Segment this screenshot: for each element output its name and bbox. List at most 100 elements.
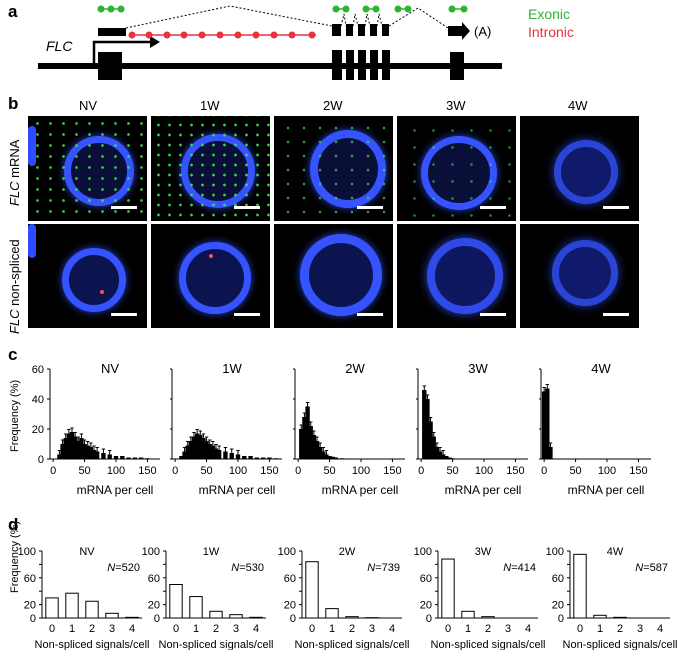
bar (189, 596, 203, 619)
bar (305, 561, 319, 619)
histogram-bar (254, 457, 260, 459)
micrograph-nonspliced-2w (274, 224, 393, 328)
sample-size-label: N=414 (503, 562, 536, 574)
histogram-bar (302, 417, 307, 459)
intron-splice-3 (352, 13, 359, 27)
x-tick-label: 3 (505, 623, 511, 635)
bar-chart-title: 2W (339, 546, 356, 558)
y-tick-label: 20 (148, 600, 160, 612)
condition-4w: 4W (568, 98, 588, 113)
sample-size-label: N=739 (367, 562, 400, 574)
gene-exon-4 (358, 50, 366, 80)
histogram-bar (422, 390, 427, 459)
bar-chart-xlabel: Non-spliced signals/cell (563, 639, 678, 650)
histogram-title: 2W (345, 361, 365, 376)
histogram-title: 1W (222, 361, 242, 376)
histogram-bar (273, 458, 278, 459)
x-tick-label: 4 (657, 623, 663, 635)
x-tick-label: 100 (352, 465, 370, 477)
bar-chart-xlabel: Non-spliced signals/cell (35, 639, 150, 650)
intronic-signal-dot (100, 290, 104, 294)
bar-chart-title: 1W (203, 546, 220, 558)
micrograph-nonspliced-4w (520, 224, 639, 328)
row-label-mrna: FLC mRNA (7, 139, 22, 206)
scale-bar (480, 206, 506, 209)
panel-c-label: c (8, 345, 18, 364)
x-tick-label: 100 (229, 465, 247, 477)
bar (209, 610, 223, 619)
bar (325, 608, 339, 619)
histogram-bar (198, 435, 203, 459)
scale-bar (357, 206, 383, 209)
y-tick-label: 60 (148, 573, 160, 585)
histogram-panel-c: 0 20 40 60 0 50 100 150 NV mRNA per cell 0 50 100 150… (32, 361, 651, 497)
histogram-bar (57, 454, 62, 459)
x-tick-label: 150 (506, 465, 524, 477)
histogram-bar (235, 454, 241, 459)
x-tick-label: 3 (233, 623, 239, 635)
histogram-bar (434, 447, 440, 459)
histogram-bar (88, 447, 94, 459)
histogram-bar (138, 457, 144, 459)
y-tick-label: 20 (284, 600, 296, 612)
y-tick-label: 60 (284, 573, 296, 585)
x-tick-label: 0 (577, 623, 583, 635)
row-label-non-spliced: FLC non-spliced (7, 239, 22, 334)
exonic-signal-dots (28, 116, 147, 221)
intron-splice-2 (340, 13, 347, 27)
histogram-bar (188, 441, 194, 459)
histogram-bar (132, 457, 138, 459)
bar (573, 553, 587, 619)
scale-bar (603, 313, 629, 316)
histogram-bar (437, 451, 443, 459)
x-tick-label: 1 (329, 623, 335, 635)
x-tick-label: 4 (525, 623, 531, 635)
histogram-xlabel: mRNA per cell (199, 483, 276, 497)
histogram-bar (63, 438, 68, 459)
scale-bar (357, 313, 383, 316)
intronic-probes (128, 31, 316, 39)
x-tick-label: 2 (89, 623, 95, 635)
y-tick-label: 60 (32, 364, 44, 376)
transcript-exon-4 (358, 24, 365, 36)
bar (441, 558, 455, 619)
sample-size-label: N=587 (635, 562, 668, 574)
x-tick-label: 0 (49, 623, 55, 635)
x-tick-label: 150 (138, 465, 156, 477)
x-tick-label: 50 (446, 465, 458, 477)
histogram-bar (327, 456, 332, 459)
micrograph-mrna-nv (28, 116, 147, 221)
gene-exon-6 (382, 50, 390, 80)
sample-size-label: N=520 (107, 562, 140, 574)
y-tick-label: 100 (414, 546, 432, 558)
x-tick-label: 50 (78, 465, 90, 477)
x-tick-label: 0 (541, 465, 547, 477)
histogram-bar (194, 433, 200, 459)
histogram-bar (72, 436, 78, 459)
condition-nv: NV (79, 98, 98, 113)
legend-exonic: Exonic (528, 6, 571, 22)
histogram-bar (179, 456, 184, 459)
gene-exon-1 (98, 52, 122, 80)
x-tick-label: 2 (485, 623, 491, 635)
histogram-bar (94, 451, 100, 459)
x-tick-label: 4 (253, 623, 259, 635)
bar-chart-xlabel: Non-spliced signals/cell (159, 639, 274, 650)
bar (345, 616, 359, 619)
x-tick-label: 1 (597, 623, 603, 635)
histogram-bar (82, 444, 87, 459)
histogram-bar (60, 444, 65, 459)
panel-a-label: a (8, 2, 18, 21)
y-tick-label: 20 (24, 600, 36, 612)
gene-exon-7 (450, 52, 464, 80)
histogram-bar (91, 450, 97, 459)
histogram-bar (213, 448, 219, 459)
x-tick-label: 1 (69, 623, 75, 635)
histogram-bar (444, 456, 449, 459)
histogram-bar (182, 451, 187, 459)
bar (125, 616, 139, 619)
x-tick-label: 150 (629, 465, 647, 477)
histogram-bar (428, 421, 433, 459)
x-tick-label: 0 (173, 623, 179, 635)
x-tick-label: 0 (445, 623, 451, 635)
